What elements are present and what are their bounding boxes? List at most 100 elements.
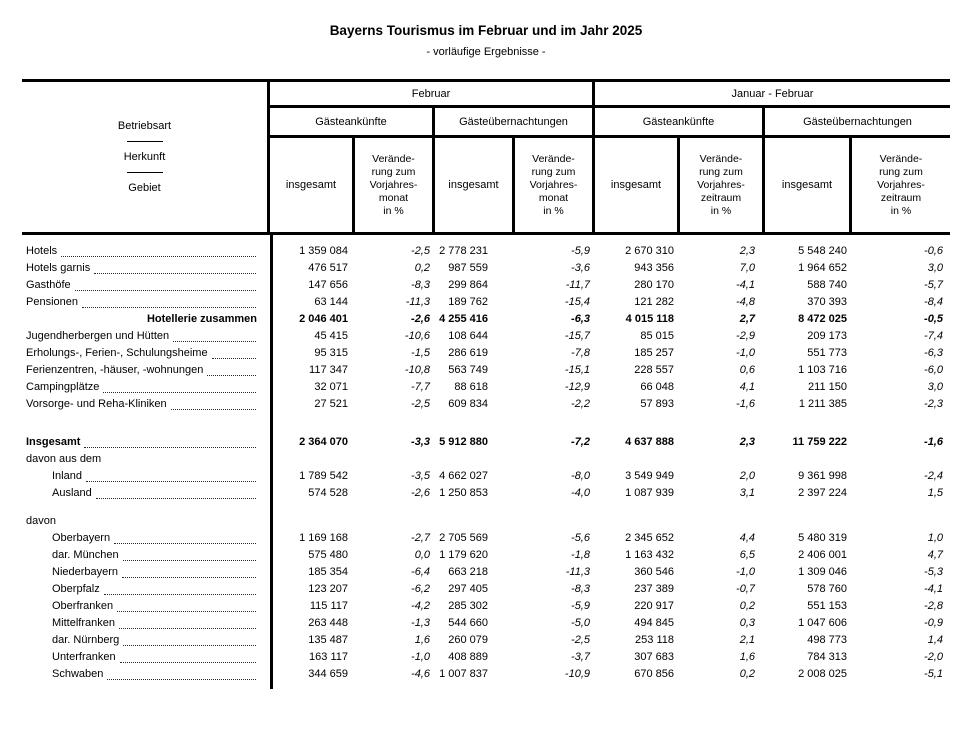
value-cell: 344 659: [308, 668, 348, 680]
row-label: Mittelfranken: [52, 617, 115, 629]
value-cell: -2,7: [411, 532, 430, 544]
value-cell: -5,9: [571, 245, 590, 257]
row-label: Schwaben: [52, 668, 104, 680]
value-cell: -3,6: [571, 262, 590, 274]
value-cell: -12,9: [564, 381, 590, 393]
dot-leader: [107, 666, 256, 680]
value-cell: [680, 451, 765, 468]
value-cell: -8,4: [924, 296, 943, 308]
value-cell: 285 302: [448, 600, 488, 612]
page-subtitle: - vorläufige Ergebnisse -: [426, 46, 546, 58]
row-label: dar. Nürnberg: [52, 634, 120, 646]
value-cell: 209 173: [807, 330, 847, 342]
value-cell: 0,6: [739, 364, 755, 376]
value-cell: 3,0: [927, 381, 943, 393]
value-cell: [595, 451, 680, 468]
value-cell: -1,3: [411, 617, 430, 629]
stub-label-gebiet: Gebiet: [128, 182, 161, 194]
row-label: davon aus dem: [26, 453, 102, 465]
table-row: Oberbayern 1 169 168 -2,7 2 705 569 -5,6…: [22, 530, 950, 547]
value-cell: -11,3: [565, 566, 590, 578]
row-label-cell: Vorsorge- und Reha-Kliniken: [22, 396, 270, 413]
header-change-vs-prev-month: Verände- rung zum Vorjahres- monat in %: [515, 138, 595, 232]
table-row: Unterfranken 163 117 -1,0 408 889 -3,7 3…: [22, 649, 950, 666]
value-cell: -1,0: [411, 651, 430, 663]
value-cell: -5,6: [571, 532, 590, 544]
value-cell: 1 047 606: [798, 617, 847, 629]
value-cell: 1 103 716: [798, 364, 847, 376]
value-cell: -0,6: [924, 245, 943, 257]
header-change-vs-prev-period: Verände- rung zum Vorjahres- zeitraum in…: [877, 152, 925, 217]
row-label: Ferienzentren, -häuser, -wohnungen: [26, 364, 204, 376]
row-label: Niederbayern: [52, 566, 119, 578]
value-cell: 5 480 319: [798, 532, 847, 544]
row-label: Unterfranken: [52, 651, 116, 663]
dot-leader: [103, 581, 256, 595]
value-cell: -4,1: [924, 583, 943, 595]
value-cell: 1 309 046: [798, 566, 847, 578]
table-row: davon aus dem: [22, 451, 950, 468]
table-row: dar. Nürnberg 135 487 1,6 260 079 -2,5 2…: [22, 632, 950, 649]
value-cell: 95 315: [314, 347, 348, 359]
value-cell: -5,0: [571, 617, 590, 629]
value-cell: 45 415: [314, 330, 348, 342]
table-row: Campingplätze 32 071 -7,7 88 618 -12,9 6…: [22, 379, 950, 396]
value-cell: 9 361 998: [798, 470, 847, 482]
row-label: Inland: [52, 470, 82, 482]
table-row: davon: [22, 513, 950, 530]
value-cell: 1 007 837: [439, 668, 488, 680]
dot-leader: [95, 485, 256, 499]
value-cell: 2 364 070: [299, 436, 348, 448]
value-cell: 4 255 416: [439, 313, 488, 325]
value-cell: 498 773: [807, 634, 847, 646]
dot-leader: [82, 294, 256, 308]
value-cell: 121 282: [634, 296, 674, 308]
value-cell: 163 117: [309, 651, 348, 663]
row-label: Insgesamt: [26, 436, 81, 448]
value-cell: -3,3: [411, 436, 430, 448]
value-cell: [680, 513, 765, 530]
value-cell: [595, 513, 680, 530]
row-label-cell: Campingplätze: [22, 379, 270, 396]
row-label: Vorsorge- und Reha-Kliniken: [26, 398, 167, 410]
value-cell: 117 347: [309, 364, 348, 376]
value-cell: 1,5: [927, 487, 943, 499]
value-cell: -5,9: [571, 600, 590, 612]
dot-leader: [114, 530, 256, 544]
value-cell: 253 118: [635, 634, 674, 646]
header-change-vs-prev-month: Verände- rung zum Vorjahres- monat in %: [355, 138, 435, 232]
value-cell: -11,3: [405, 296, 430, 308]
value-cell: 3,0: [927, 262, 943, 274]
value-cell: -2,6: [411, 313, 430, 325]
table-row: Ferienzentren, -häuser, -wohnungen 117 3…: [22, 362, 950, 379]
value-cell: 1,0: [927, 532, 943, 544]
value-cell: 3,1: [739, 487, 755, 499]
value-cell: -4,2: [411, 600, 430, 612]
value-cell: 476 517: [308, 262, 348, 274]
table-row: Oberpfalz 123 207 -6,2 297 405 -8,3 237 …: [22, 581, 950, 598]
value-cell: 1 163 432: [625, 549, 674, 561]
value-cell: 575 480: [308, 549, 348, 561]
table-row: Jugendherbergen und Hütten 45 415 -10,6 …: [22, 328, 950, 345]
table-row: Hotels garnis 476 517 0,2 987 559 -3,6 9…: [22, 260, 950, 277]
value-cell: -4,0: [571, 487, 590, 499]
value-cell: -11,7: [565, 279, 590, 291]
row-label: Campingplätze: [26, 381, 100, 393]
value-cell: 57 893: [640, 398, 674, 410]
value-cell: 135 487: [308, 634, 348, 646]
value-cell: 280 170: [634, 279, 674, 291]
row-label-cell: davon: [22, 513, 270, 530]
value-cell: 2 778 231: [439, 245, 488, 257]
row-label-cell: Inland: [22, 468, 270, 485]
row-label: Ausland: [52, 487, 92, 499]
table-row: Inland 1 789 542 -3,5 4 662 027 -8,0 3 5…: [22, 468, 950, 485]
value-cell: 574 528: [308, 487, 348, 499]
value-cell: 11 759 222: [792, 436, 847, 448]
header-overnights-jan-feb: Gästeübernachtungen: [765, 108, 950, 138]
value-cell: -2,6: [411, 487, 430, 499]
value-cell: [765, 451, 852, 468]
value-cell: -0,9: [924, 617, 943, 629]
dot-leader: [85, 468, 256, 482]
dot-leader: [61, 243, 256, 257]
